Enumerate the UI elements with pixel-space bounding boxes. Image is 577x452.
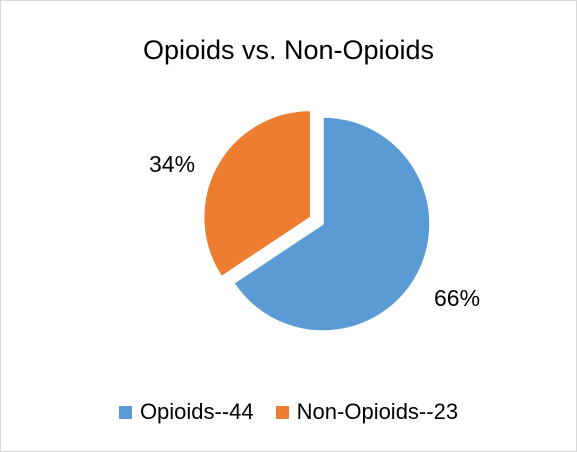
data-label-opioids: 66%: [434, 285, 480, 312]
data-label-non-opioids: 34%: [149, 151, 195, 178]
legend-label-opioids: Opioids--44: [140, 399, 254, 425]
legend-item-opioids: Opioids--44: [119, 399, 254, 425]
legend-item-non-opioids: Non-Opioids--23: [276, 399, 458, 425]
legend-swatch-non-opioids: [276, 406, 289, 419]
legend-swatch-opioids: [119, 406, 132, 419]
legend: Opioids--44 Non-Opioids--23: [1, 399, 576, 425]
legend-label-non-opioids: Non-Opioids--23: [297, 399, 458, 425]
